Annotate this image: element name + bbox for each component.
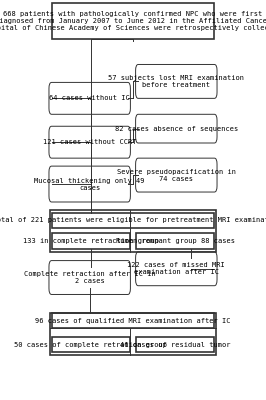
Text: 668 patients with pathologically confirmed NPC who were first
diagnosed from Jan: 668 patients with pathologically confirm… [0,11,266,31]
Text: 122 cases of missed MRI
examination after IC: 122 cases of missed MRI examination afte… [127,262,225,275]
FancyBboxPatch shape [52,213,214,228]
Text: 64 cases without IC: 64 cases without IC [49,95,130,101]
FancyBboxPatch shape [52,313,214,328]
FancyBboxPatch shape [136,337,214,352]
FancyBboxPatch shape [136,64,217,98]
FancyBboxPatch shape [136,252,217,286]
Bar [50,210,216,252]
Bar [50,313,216,356]
FancyBboxPatch shape [136,158,217,192]
FancyBboxPatch shape [49,126,130,158]
FancyBboxPatch shape [49,260,130,294]
FancyBboxPatch shape [52,234,130,249]
Text: 46 cases of residual tumor: 46 cases of residual tumor [120,342,230,348]
Text: 50 cases of complete retration group: 50 cases of complete retration group [14,342,168,348]
Text: Complete retraction after IC in
2 cases: Complete retraction after IC in 2 cases [24,271,156,284]
FancyBboxPatch shape [136,234,214,249]
FancyBboxPatch shape [49,166,130,202]
FancyBboxPatch shape [52,4,214,38]
FancyBboxPatch shape [136,114,217,143]
Text: 133 in complete retraction group: 133 in complete retraction group [23,238,159,244]
FancyBboxPatch shape [49,82,130,114]
Text: 121 cases without CCRT: 121 cases without CCRT [43,139,136,145]
Text: Rumen remnant group 88 cases: Rumen remnant group 88 cases [115,238,235,244]
Text: 82 cases absence of sequences: 82 cases absence of sequences [115,126,238,132]
Text: Mucosal thickening only 49
cases: Mucosal thickening only 49 cases [34,178,145,190]
Text: Severe pseudopacification in
74 cases: Severe pseudopacification in 74 cases [117,168,236,182]
Text: 96 cases of qualified MRI examination after IC: 96 cases of qualified MRI examination af… [35,318,231,324]
Text: A total of 221 patients were eligible for pretreatment MRI examination: A total of 221 patients were eligible fo… [0,217,266,223]
FancyBboxPatch shape [52,337,130,352]
Text: 57 subjects lost MRI examination
before treatment: 57 subjects lost MRI examination before … [108,75,244,88]
